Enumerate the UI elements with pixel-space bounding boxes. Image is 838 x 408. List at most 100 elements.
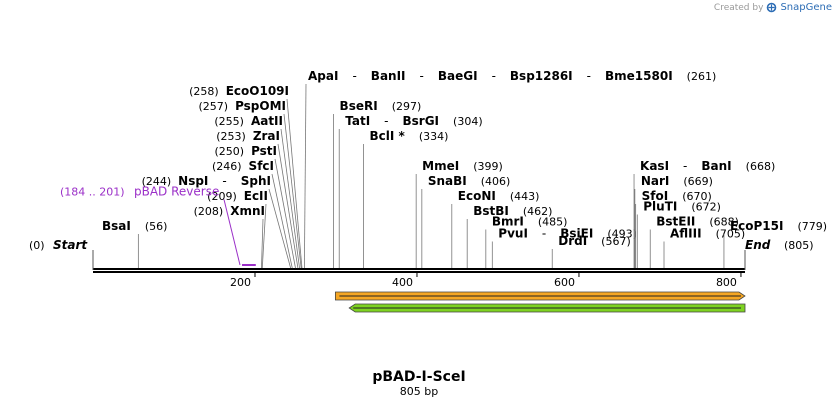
site-position-label: (485)	[538, 216, 568, 229]
enzyme-separator: -	[222, 174, 226, 188]
enzyme-name: SfoI	[642, 189, 669, 203]
site-position-label: (670)	[682, 190, 712, 203]
site-position-label: (257)	[198, 100, 228, 113]
enzyme-name: EcoNI	[458, 189, 496, 203]
enzyme-name: NarI	[641, 174, 670, 188]
site-leader-line	[261, 203, 267, 269]
site-position-label: (261)	[687, 70, 717, 83]
start-label: Start	[53, 238, 88, 252]
enzyme-name: PstI	[251, 144, 277, 158]
site-leader-line	[261, 218, 264, 269]
sequence-length: 805 bp	[399, 385, 439, 398]
site-position-label: (258)	[189, 85, 219, 98]
site-position-label: (462)	[523, 205, 553, 218]
site-position-label: (672)	[691, 201, 721, 214]
ruler-tick-label: 200	[230, 276, 251, 289]
enzyme-separator: -	[542, 227, 546, 241]
enzyme-name: EcII	[244, 189, 268, 203]
primer-position-label: (184 .. 201)	[60, 186, 125, 199]
enzyme-separator: -	[384, 114, 388, 128]
enzyme-name: EcoP15I	[730, 219, 784, 233]
enzyme-name: SnaBI	[428, 174, 467, 188]
end-label: End	[745, 238, 771, 252]
site-position-label: (779)	[797, 220, 827, 233]
enzyme-name: MmeI	[422, 159, 459, 173]
site-position-label: (56)	[145, 220, 168, 233]
site-position-label: (688)	[709, 216, 739, 229]
site-position-label: (250)	[214, 145, 244, 158]
enzyme-name: TatI	[345, 114, 370, 128]
site-position-label: (208)	[194, 205, 224, 218]
site-position-label: (304)	[453, 115, 483, 128]
enzyme-name: BaeGI	[438, 69, 478, 83]
enzyme-name: ApaI	[308, 69, 338, 83]
site-leader-line	[271, 173, 293, 269]
site-leader-line	[274, 158, 296, 269]
enzyme-separator: -	[683, 159, 687, 173]
site-position-label: (669)	[683, 175, 713, 188]
site-leader-line	[277, 143, 299, 269]
enzyme-name: BmrI	[492, 215, 524, 229]
site-position-label: (255)	[214, 115, 244, 128]
site-leader-line	[283, 113, 302, 269]
enzyme-name: BsaI	[102, 219, 131, 233]
enzyme-separator: -	[420, 69, 424, 83]
enzyme-name: EcoO109I	[226, 84, 289, 98]
enzyme-name: DrdI	[558, 234, 587, 248]
enzyme-name: BstBI	[473, 204, 509, 218]
enzyme-name: Bsp1286I	[510, 69, 573, 83]
start-position-label: (0)	[29, 239, 45, 252]
enzyme-name: ZraI	[253, 129, 280, 143]
ruler-tick-label: 800	[716, 276, 737, 289]
enzyme-name: BstEII	[656, 215, 695, 229]
enzyme-separator: -	[352, 69, 356, 83]
enzyme-name: Bme1580I	[605, 69, 673, 83]
enzyme-name: XmnI	[230, 204, 265, 218]
enzyme-name: KasI	[640, 159, 669, 173]
end-position-label: (805)	[784, 239, 814, 252]
enzyme-name: SphI	[241, 174, 271, 188]
enzyme-name: NspI	[178, 174, 208, 188]
enzyme-name: PspOMI	[235, 99, 286, 113]
site-position-label: (209)	[207, 190, 237, 203]
enzyme-separator: -	[492, 69, 496, 83]
enzyme-name: BseRI	[340, 99, 378, 113]
site-position-label: (567)	[601, 235, 631, 248]
watermark-brand: SnapGene	[780, 2, 832, 13]
snapgene-logo-icon	[767, 2, 777, 13]
enzyme-name: BanI	[701, 159, 731, 173]
site-position-label: (246)	[212, 160, 242, 173]
enzyme-name: BanII	[371, 69, 406, 83]
site-position-label: (668)	[746, 160, 776, 173]
enzyme-name: AatII	[251, 114, 283, 128]
site-position-label: (443)	[510, 190, 540, 203]
ruler-tick-label: 600	[554, 276, 575, 289]
enzyme-name: PvuI	[498, 227, 528, 241]
site-position-label: (705)	[716, 228, 746, 241]
primer-leader-line	[223, 199, 241, 266]
backbone-top-strand	[93, 268, 745, 270]
enzyme-name: BsrGI	[403, 114, 440, 128]
enzyme-name: BclI *	[370, 129, 406, 143]
watermark: Created by SnapGene	[714, 2, 832, 13]
site-position-label: (244)	[142, 175, 172, 188]
site-position-label: (406)	[481, 175, 511, 188]
site-position-label: (399)	[473, 160, 503, 173]
primer-label: pBAD Reverse	[134, 185, 219, 199]
enzyme-name: AflIII	[670, 227, 702, 241]
backbone-bottom-strand	[93, 271, 745, 273]
enzyme-name: SfcI	[249, 159, 274, 173]
site-position-label: (297)	[392, 100, 422, 113]
sequence-title: pBAD-I-SceI	[372, 369, 466, 385]
enzyme-name: BsiEI	[560, 227, 593, 241]
site-position-label: (253)	[216, 130, 246, 143]
watermark-prefix: Created by	[713, 2, 764, 13]
site-leader-line	[303, 83, 307, 269]
site-leader-line	[286, 98, 303, 269]
site-position-label: (334)	[419, 130, 449, 143]
enzyme-name: PluTI	[643, 200, 677, 214]
ruler-tick-label: 400	[392, 276, 413, 289]
enzyme-separator: -	[587, 69, 591, 83]
